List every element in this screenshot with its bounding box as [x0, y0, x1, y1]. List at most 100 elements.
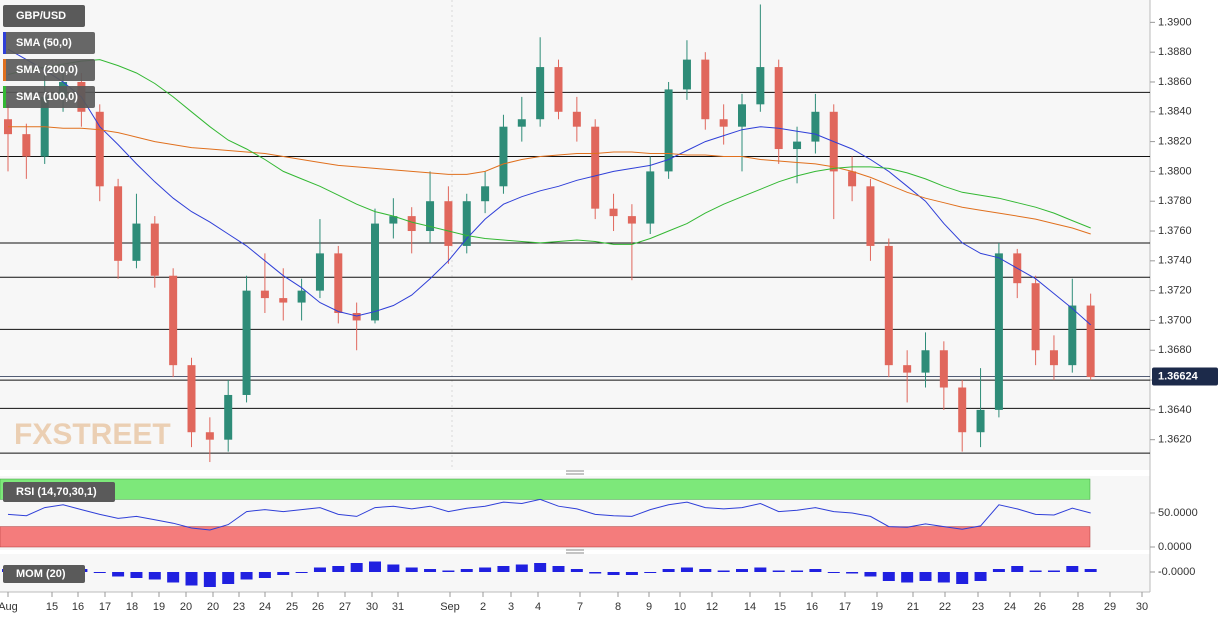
mom-bar [479, 567, 492, 572]
candle-body [682, 59, 691, 90]
candle-body [921, 350, 930, 373]
x-tick-label: 8 [615, 601, 621, 613]
candle-body [481, 186, 490, 202]
x-tick-label: 14 [744, 601, 756, 613]
mom-bar [1066, 566, 1079, 572]
x-tick-label: 23 [233, 601, 245, 613]
sma-line [7, 48, 1092, 326]
candle-body [793, 141, 802, 150]
mom-bar [882, 572, 895, 581]
mom-bar [442, 570, 455, 572]
splitter[interactable] [566, 470, 584, 475]
mom-bar [313, 567, 326, 572]
candle-body [976, 409, 985, 433]
candle-body [884, 245, 893, 366]
mom-bar [662, 569, 675, 572]
y-tick-label: 1.3760 [1158, 225, 1192, 237]
candle-body [738, 104, 746, 127]
mom-bar [956, 572, 969, 584]
legend-swatch [3, 59, 6, 81]
candle-body [334, 253, 343, 313]
candle-body [1068, 305, 1077, 366]
candle-body [664, 89, 673, 172]
candle-body [297, 290, 306, 303]
x-tick-label: 31 [392, 601, 404, 613]
candle-body [701, 59, 710, 120]
mom-bar [277, 572, 290, 575]
x-tick-label: 24 [1004, 601, 1016, 613]
candle-body [132, 223, 141, 261]
x-tick-label: 20 [207, 601, 219, 613]
legend-label: SMA (50,0) [16, 37, 72, 49]
candle-body [22, 134, 31, 157]
mom-bar [552, 566, 565, 572]
mom-bar [827, 572, 840, 573]
mom-bar [167, 572, 180, 583]
x-tick-label: 4 [535, 601, 541, 613]
y-tick-label: 50.0000 [1158, 507, 1198, 519]
candle-body [1086, 305, 1095, 378]
splitter[interactable] [566, 549, 584, 554]
mom-bar [919, 572, 932, 581]
mom-bar [1047, 570, 1060, 572]
y-tick-label: -0.0000 [1158, 566, 1195, 578]
y-tick-label: 1.3860 [1158, 76, 1192, 88]
x-tick-label: 23 [972, 601, 984, 613]
indicator-box [3, 565, 85, 583]
legend-label: SMA (200,0) [16, 64, 78, 76]
indicator-label: RSI (14,70,30,1) [16, 486, 97, 498]
mom-bar [222, 572, 235, 584]
y-tick-label: 1.3820 [1158, 135, 1192, 147]
mom-bar [937, 572, 950, 583]
mom-bar [332, 566, 345, 572]
mom-bar [1011, 566, 1024, 572]
x-tick-label: 30 [1136, 601, 1148, 613]
rsi-line [7, 498, 1091, 531]
y-tick-label: 1.3620 [1158, 434, 1192, 446]
x-tick-label: 7 [577, 601, 583, 613]
overbought-band [0, 478, 1091, 500]
mom-bar [809, 569, 822, 572]
candle-body [499, 126, 508, 187]
candle-body [609, 208, 618, 217]
candle-body [1049, 350, 1058, 366]
legend-box [3, 86, 95, 108]
candle-body [646, 171, 655, 224]
sma-line [7, 59, 1091, 245]
mom-bar [772, 570, 785, 572]
candle-body [903, 365, 912, 373]
mom-bar [570, 569, 583, 572]
legend-label: SMA (100,0) [16, 91, 78, 103]
mom-bar [625, 572, 638, 575]
oversold-band [0, 526, 1091, 548]
mom-bar [185, 572, 198, 586]
watermark: FXSTREET [14, 418, 171, 451]
legend-box [3, 32, 95, 54]
y-tick-label: 1.3720 [1158, 285, 1192, 297]
candle-body [315, 253, 324, 291]
mom-bar [203, 572, 216, 587]
legend-swatch [3, 32, 6, 54]
y-tick-label: 1.3780 [1158, 195, 1192, 207]
x-tick-label: 24 [259, 601, 271, 613]
legend-box [3, 59, 95, 81]
x-tick-label: 26 [312, 601, 324, 613]
y-tick-label: 1.3700 [1158, 314, 1192, 326]
x-tick-label: 2 [480, 601, 486, 613]
symbol-box [3, 5, 85, 27]
candle-body [939, 350, 948, 388]
x-tick-label: 16 [806, 601, 818, 613]
x-tick-label: 22 [939, 601, 951, 613]
mom-bar [754, 567, 767, 572]
symbol-label: GBP/USD [16, 10, 66, 22]
price-panel [0, 0, 1150, 470]
x-tick-label: 19 [153, 601, 165, 613]
mom-bar [992, 569, 1005, 572]
candle-body [554, 67, 563, 112]
x-tick-label: 9 [646, 601, 652, 613]
candle-body [187, 365, 196, 433]
y-tick-label: 1.3680 [1158, 344, 1192, 356]
y-tick-label: 1.3900 [1158, 16, 1192, 28]
mom-bar [258, 572, 271, 578]
